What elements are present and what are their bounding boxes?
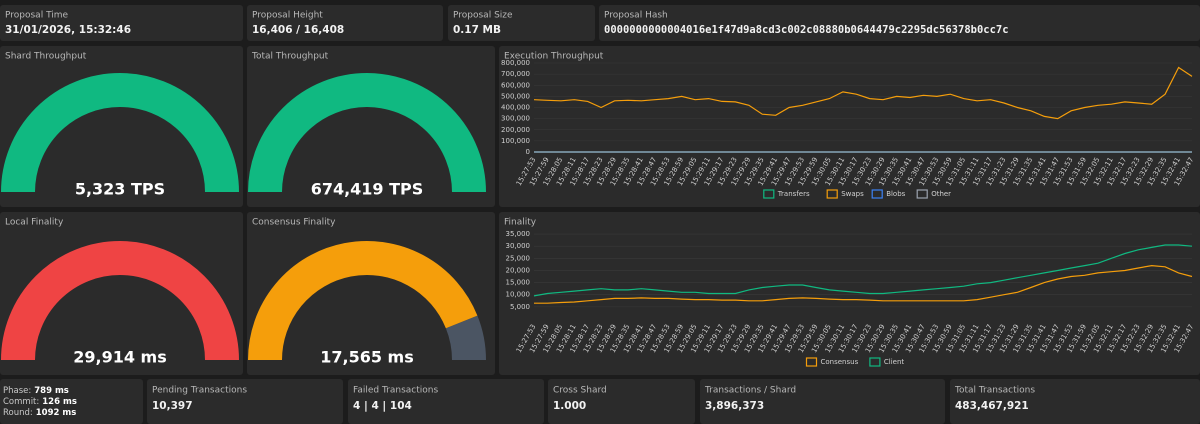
stat-title: Proposal Hash — [604, 11, 668, 21]
stat-value: 16,406 / 16,408 — [252, 24, 344, 36]
gauge-remainder — [445, 315, 486, 361]
panel — [247, 5, 443, 41]
panel — [0, 212, 243, 375]
timing-label: Phase: — [3, 386, 31, 396]
y-tick-label: 200,000 — [501, 126, 530, 134]
stat-value: 31/01/2026, 15:32:46 — [5, 24, 131, 36]
stat-value: 10,397 — [152, 400, 193, 412]
stat-value: 0.17 MB — [453, 24, 501, 36]
gauge-value: 674,419 TPS — [311, 180, 424, 199]
gauge-arc — [248, 241, 478, 361]
gauge-value: 17,565 ms — [320, 348, 414, 367]
series-line — [534, 264, 1193, 304]
legend-swatch — [763, 189, 775, 199]
stat-value: 483,467,921 — [955, 400, 1029, 412]
y-tick-label: 30,000 — [506, 242, 531, 250]
stat-title: Proposal Size — [453, 11, 513, 21]
timing: Phase: 789 ms — [3, 386, 69, 396]
stat-value: 1.000 — [553, 400, 586, 412]
timing-value: 789 ms — [34, 386, 69, 396]
y-tick-label: 20,000 — [506, 266, 531, 274]
panel — [247, 46, 495, 207]
legend-label: Consensus — [821, 358, 859, 366]
stat-value: 4 | 4 | 104 — [353, 400, 412, 412]
stat-title: Transactions / Shard — [704, 386, 796, 396]
stat-title: Proposal Height — [252, 11, 323, 21]
stat-value: 3,896,373 — [705, 400, 764, 412]
y-tick-label: 15,000 — [506, 279, 531, 287]
panel — [499, 212, 1200, 375]
panel — [599, 5, 1200, 41]
gauge-arc — [1, 241, 239, 361]
panel — [0, 5, 243, 41]
panel — [448, 5, 595, 41]
panel — [548, 379, 695, 424]
gauge-title: Total Throughput — [251, 52, 329, 62]
y-tick-label: 25,000 — [506, 254, 531, 262]
stat-title: Pending Transactions — [152, 386, 247, 396]
gauge-title: Local Finality — [5, 218, 64, 228]
y-tick-label: 100,000 — [501, 137, 530, 145]
chart-title: Execution Throughput — [504, 52, 604, 62]
gauge-arc — [1, 73, 239, 193]
y-tick-label: 400,000 — [501, 104, 530, 112]
y-tick-label: 0 — [526, 148, 530, 156]
chart-title: Finality — [504, 218, 537, 228]
legend-label: Swaps — [841, 190, 864, 198]
stat-title: Failed Transactions — [353, 386, 438, 396]
legend-label: Blobs — [886, 190, 905, 198]
panel — [0, 379, 143, 424]
y-tick-label: 800,000 — [501, 59, 530, 67]
panel — [0, 46, 243, 207]
gauge-title: Shard Throughput — [5, 52, 87, 62]
legend-label: Transfers — [777, 190, 810, 198]
legend-swatch — [826, 189, 838, 199]
legend-label: Other — [931, 190, 951, 198]
panel — [348, 379, 544, 424]
gauge-arc — [248, 73, 486, 193]
legend-swatch — [916, 189, 928, 199]
y-tick-label: 35,000 — [506, 230, 531, 238]
y-tick-label: 5,000 — [510, 303, 530, 311]
y-tick-label: 300,000 — [501, 115, 530, 123]
panel — [950, 379, 1200, 424]
y-tick-label: 700,000 — [501, 70, 530, 78]
panel — [499, 46, 1200, 207]
timing: Round: 1092 ms — [3, 408, 76, 418]
timing: Commit: 126 ms — [3, 397, 77, 407]
gauge-value: 29,914 ms — [73, 348, 167, 367]
stat-value: 0000000000004016e1f47d9a8cd3c002c08880b0… — [604, 24, 1009, 36]
legend-swatch — [869, 357, 881, 367]
gauge-title: Consensus Finality — [252, 218, 336, 228]
legend-swatch — [805, 357, 818, 367]
timing-value: 1092 ms — [36, 408, 77, 418]
stat-title: Cross Shard — [553, 386, 607, 396]
panel — [247, 212, 495, 375]
legend-swatch — [871, 189, 883, 199]
y-tick-label: 10,000 — [506, 291, 531, 299]
gauge-value: 5,323 TPS — [75, 180, 165, 199]
stat-title: Proposal Time — [5, 11, 69, 21]
panel — [700, 379, 945, 424]
legend-label: Client — [884, 358, 905, 366]
y-tick-label: 600,000 — [501, 81, 530, 89]
timing-label: Round: — [3, 408, 33, 418]
series-line — [533, 66, 1193, 120]
panel — [147, 379, 343, 424]
timing-value: 126 ms — [42, 397, 77, 407]
stat-title: Total Transactions — [954, 386, 1035, 396]
timing-label: Commit: — [3, 397, 39, 407]
series-line — [533, 244, 1193, 297]
y-tick-label: 500,000 — [501, 92, 530, 100]
